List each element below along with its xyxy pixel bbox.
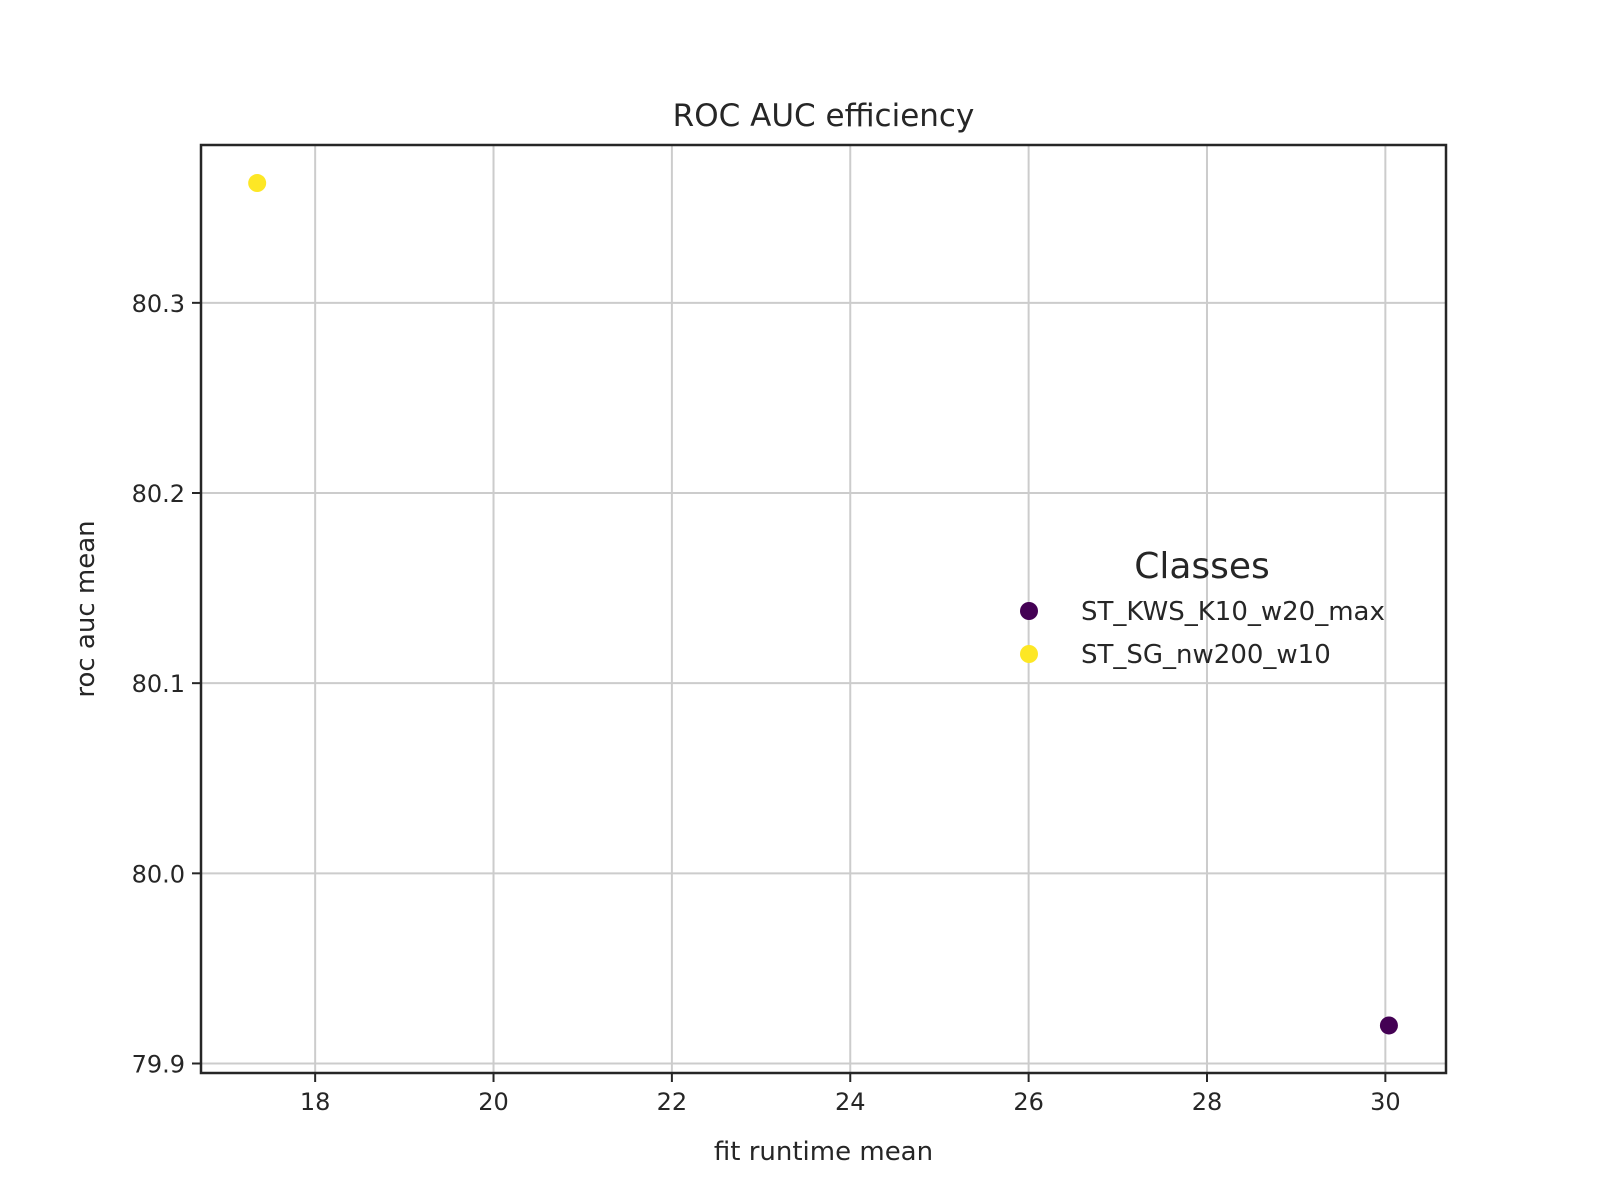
legend-marker [1020,602,1038,620]
legend-label: ST_SG_nw200_w10 [1081,640,1331,670]
legend-items: ST_KWS_K10_w20_max ST_SG_nw200_w10 [1020,597,1385,670]
y-tick-label: 80.3 [132,290,185,318]
y-tick-label: 80.0 [132,860,185,888]
x-tick-label: 22 [657,1088,688,1116]
x-axis-label: fit runtime mean [714,1137,933,1167]
y-tick-label: 80.1 [132,670,185,698]
legend-marker [1020,645,1038,663]
chart-title: ROC AUC efficiency [673,98,975,134]
y-axis-label: roc auc mean [71,520,101,697]
x-tick-label: 20 [478,1088,509,1116]
x-tick-label: 30 [1370,1088,1401,1116]
x-tick-label: 24 [835,1088,866,1116]
legend-label: ST_KWS_K10_w20_max [1081,597,1385,627]
axis-ticks: 18 20 22 24 26 28 30 79.9 80.0 80.1 80.2 80.3 [132,290,1401,1116]
x-tick-label: 26 [1013,1088,1044,1116]
plot-frame [199,143,1448,1075]
x-tick-label: 18 [300,1088,331,1116]
data-point [1379,1016,1398,1035]
legend-title: Classes [1134,546,1270,587]
legend: Classes ST_KWS_K10_w20_max ST_SG_nw200_w1… [1020,546,1385,670]
data-point [248,174,267,193]
x-tick-label: 28 [1192,1088,1223,1116]
y-tick-label: 79.9 [132,1050,185,1078]
grid [201,145,1446,1073]
y-tick-label: 80.2 [132,480,185,508]
data-points [248,174,1398,1035]
